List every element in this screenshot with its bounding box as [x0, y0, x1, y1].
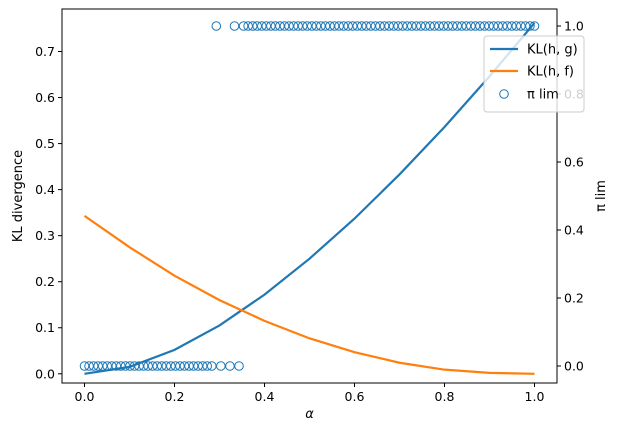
scatter-point: [216, 361, 226, 371]
x-tick-label: 0.0: [75, 389, 95, 404]
plot-area: [61, 8, 558, 384]
x-tick-label: 0.8: [435, 389, 455, 404]
scatter-point: [111, 361, 122, 371]
scatter-point: [302, 21, 313, 31]
left-y-tick-label: 0.0: [35, 366, 55, 381]
right-y-tick-label: 1.0: [564, 19, 584, 34]
scatter-point: [234, 361, 244, 371]
x-tick-label: 0.4: [255, 389, 275, 404]
scatter-point: [202, 361, 213, 371]
left-y-tick-label: 0.4: [35, 182, 55, 197]
left-y-tick-label: 0.5: [35, 136, 55, 151]
x-axis-label: α: [305, 407, 314, 422]
left-y-axis-ticks: 0.0 0.1 0.2 0.3 0.4 0.5 0.6 0.7: [35, 44, 62, 381]
right-y-axis-label: π lim: [594, 180, 609, 212]
x-axis-ticks: 0.0 0.2 0.4 0.6 0.8 1.0: [75, 383, 545, 404]
legend-label-kl-h-g: KL(h, g): [527, 43, 578, 58]
plot-frame: [61, 8, 558, 384]
legend-label-pi-lim: π lim: [527, 88, 559, 103]
left-y-tick-label: 0.6: [35, 90, 55, 105]
legend-marker-pi-lim: [499, 89, 509, 99]
series-line-kl-h-g: [84, 22, 536, 375]
legend: KL(h, g) KL(h, f) π lim: [483, 35, 585, 113]
legend-label-kl-h-f: KL(h, f): [527, 65, 574, 80]
left-y-axis-label: KL divergence: [11, 150, 26, 242]
left-y-tick-label: 0.2: [35, 274, 55, 289]
scatter-point: [225, 361, 235, 371]
right-y-tick-label: 0.0: [564, 359, 584, 374]
right-y-tick-label: 0.2: [564, 291, 584, 306]
x-tick-label: 0.2: [165, 389, 185, 404]
scatter-point: [211, 21, 222, 31]
left-y-tick-label: 0.3: [35, 228, 55, 243]
right-y-tick-label: 0.4: [564, 223, 584, 238]
left-y-tick-label: 0.7: [35, 44, 55, 59]
series-line-kl-h-f: [83, 214, 535, 375]
x-tick-label: 0.6: [345, 389, 365, 404]
left-y-tick-label: 0.1: [35, 320, 55, 335]
scatter-point: [297, 21, 308, 31]
legend-box: [483, 35, 585, 113]
x-tick-label: 1.0: [525, 389, 545, 404]
scatter-point: [529, 21, 540, 31]
right-y-tick-label: 0.6: [564, 155, 584, 170]
scatter-point: [229, 21, 240, 31]
scatter-point: [525, 21, 535, 31]
